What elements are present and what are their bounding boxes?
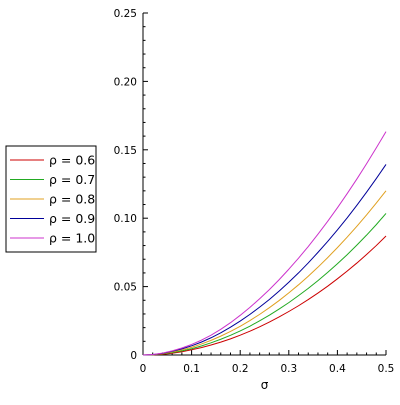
x-tick-label: 0.1 xyxy=(183,363,200,375)
legend-label-2: ρ = 0.7 xyxy=(49,172,95,187)
legend-label-4: ρ = 0.9 xyxy=(49,211,95,226)
legend-label-1: ρ = 0.6 xyxy=(49,153,95,168)
series-line-1 xyxy=(142,235,387,356)
y-tick-label: 0.15 xyxy=(114,145,137,157)
legend-label-3: ρ = 0.8 xyxy=(49,192,95,207)
x-tick-label: 0.2 xyxy=(232,363,249,375)
y-tick-label: 0.10 xyxy=(114,213,137,225)
x-tick-label: 0 xyxy=(140,363,147,375)
series-line-2 xyxy=(142,213,387,356)
y-tick-label: 0.25 xyxy=(114,8,137,20)
y-tick-label: 0.20 xyxy=(114,76,137,88)
legend-label-5: ρ = 1.0 xyxy=(49,231,95,246)
series-lines xyxy=(142,131,387,356)
y-tick-label: 0 xyxy=(130,350,137,362)
legend: ρ = 0.6 ρ = 0.7 ρ = 0.8 ρ = 0.9 ρ = 1.0 xyxy=(5,145,97,253)
series-line-4 xyxy=(142,164,387,356)
series-line-3 xyxy=(142,190,387,356)
x-axis-title: σ xyxy=(261,378,269,392)
y-tick-label: 0.05 xyxy=(114,282,137,294)
axes: 0 0.1 0.2 0.3 0.4 0.5 0 0.05 0.10 0.15 0.20 0.25 xyxy=(114,8,395,375)
series-line-5 xyxy=(142,131,387,356)
x-tick-label: 0.5 xyxy=(378,363,395,375)
x-tick-label: 0.4 xyxy=(329,363,346,375)
x-tick-label: 0.3 xyxy=(280,363,297,375)
